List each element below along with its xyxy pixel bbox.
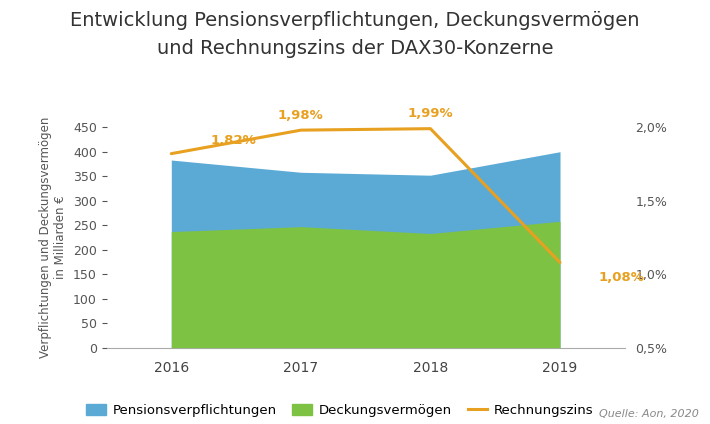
Text: 1,08%: 1,08% xyxy=(599,271,645,284)
Text: und Rechnungszins der DAX30-Konzerne: und Rechnungszins der DAX30-Konzerne xyxy=(157,39,553,58)
Text: 1,99%: 1,99% xyxy=(408,107,453,120)
Text: Entwicklung Pensionsverpflichtungen, Deckungsvermögen: Entwicklung Pensionsverpflichtungen, Dec… xyxy=(70,11,640,30)
Y-axis label: Verpflichtungen und Deckungsvermögen
in Milliarden €: Verpflichtungen und Deckungsvermögen in … xyxy=(39,117,67,358)
Legend: Pensionsverpflichtungen, Deckungsvermögen, Rechnungszins: Pensionsverpflichtungen, Deckungsvermöge… xyxy=(81,399,599,422)
Text: Quelle: Aon, 2020: Quelle: Aon, 2020 xyxy=(599,409,699,419)
Text: 1,98%: 1,98% xyxy=(278,109,324,122)
Text: 1,82%: 1,82% xyxy=(210,134,256,147)
